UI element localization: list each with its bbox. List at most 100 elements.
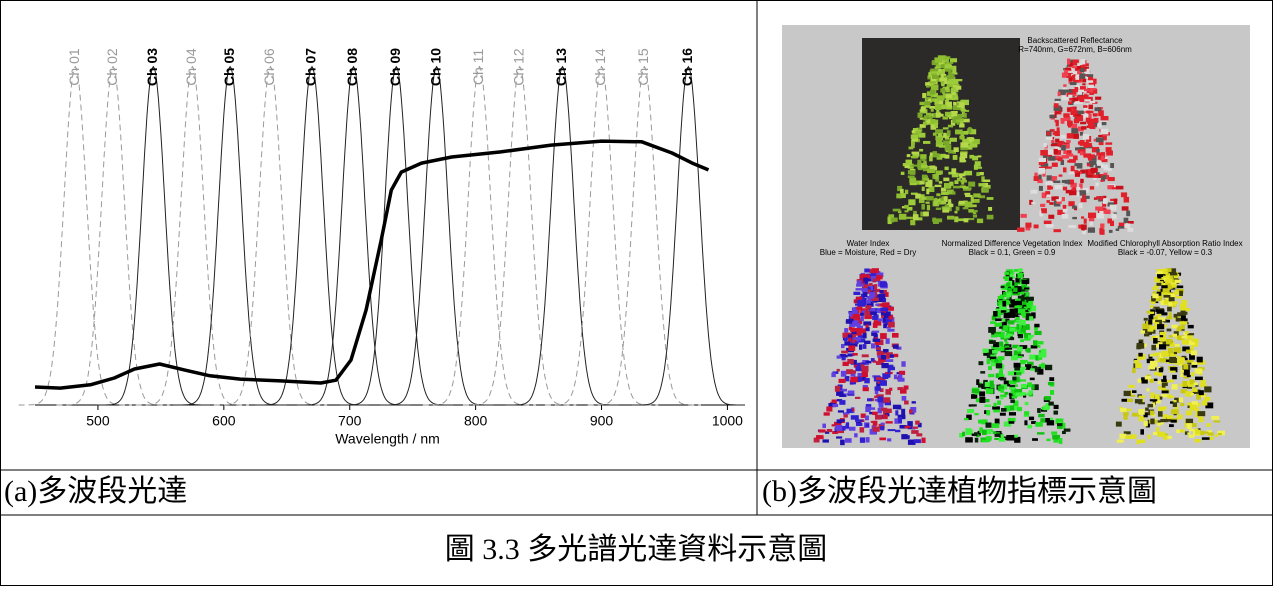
leaf [1206,423,1210,427]
leaf [1034,176,1039,181]
leaf [1081,216,1084,218]
leaf [926,202,930,204]
leaf [844,328,848,332]
leaf [987,215,994,220]
leaf [886,359,894,362]
spectral-chart: 5006007008009001000Wavelength / nmCh 01C… [19,48,745,447]
leaf [856,307,862,311]
leaf [988,366,992,370]
leaf [987,197,994,200]
leaf [850,377,858,383]
leaf [1083,134,1089,140]
leaf [896,194,902,199]
leaf [1150,305,1153,308]
leaf [1007,348,1013,350]
leaf [1044,167,1052,169]
leaf [974,432,977,436]
leaf [1207,432,1213,435]
leaf [991,335,997,338]
leaf [923,141,930,144]
x-tick-label: 600 [212,413,236,429]
leaf [924,101,930,105]
leaf [933,133,937,136]
leaf [897,387,903,390]
leaf [880,333,887,339]
leaf [1067,121,1072,126]
leaf [1163,435,1167,440]
leaf [993,311,997,316]
leaf [860,427,865,432]
leaf [1057,127,1060,131]
leaf [1062,180,1065,183]
leaf [1022,280,1030,284]
leaf [1047,200,1050,203]
leaf [949,62,953,64]
leaf [923,178,929,180]
leaf [992,406,1000,409]
leaf [963,207,969,209]
leaf [855,328,862,332]
leaf [823,439,829,442]
leaf [1018,309,1025,314]
leaf [1084,89,1089,91]
leaf [1123,412,1129,415]
leaf [1094,118,1099,123]
leaf [983,180,990,183]
leaf [1000,397,1003,400]
leaf [1080,73,1086,78]
leaf [1040,204,1045,207]
leaf [869,292,875,297]
leaf [941,201,946,205]
leaf [1138,396,1145,398]
leaf [1161,351,1169,357]
leaf [1055,99,1061,101]
leaf [912,401,916,403]
leaf [1090,222,1093,226]
leaf [921,204,925,210]
leaf [1150,419,1154,425]
leaf [998,356,1005,360]
leaf [1101,129,1109,134]
leaf [905,210,909,212]
leaf [959,157,965,163]
leaf [867,398,872,401]
leaf [1018,356,1023,359]
leaf [1204,397,1210,401]
leaf [1202,437,1210,440]
leaf [1199,390,1204,395]
leaf [1180,403,1184,406]
leaf [983,187,989,191]
leaf [936,139,942,145]
channel-curve [423,67,536,405]
leaf [1181,325,1186,330]
leaf [1197,357,1203,363]
leaf [1034,173,1037,177]
leaf [888,429,896,431]
leaf [1119,434,1126,439]
leaf [1191,393,1194,395]
leaf [1080,122,1086,125]
leaf [1135,363,1141,368]
leaf [893,209,901,212]
leaf [1006,314,1009,317]
leaf [911,135,918,139]
reflectance-curve [35,141,709,388]
leaf [1165,279,1172,283]
leaf [1073,60,1077,65]
leaf [900,189,904,194]
leaf [1148,404,1154,407]
leaf [1054,196,1058,199]
leaf [964,418,969,420]
channel-label: Ch 15 [635,48,651,86]
leaf [1044,221,1052,224]
leaf [1138,353,1142,357]
leaf [971,394,977,399]
leaf [940,88,945,92]
leaf [1035,422,1043,427]
leaf [943,127,949,129]
leaf [901,172,905,175]
leaf [869,283,873,286]
leaf [1063,150,1067,154]
leaf [935,123,938,129]
leaf [1012,377,1016,381]
